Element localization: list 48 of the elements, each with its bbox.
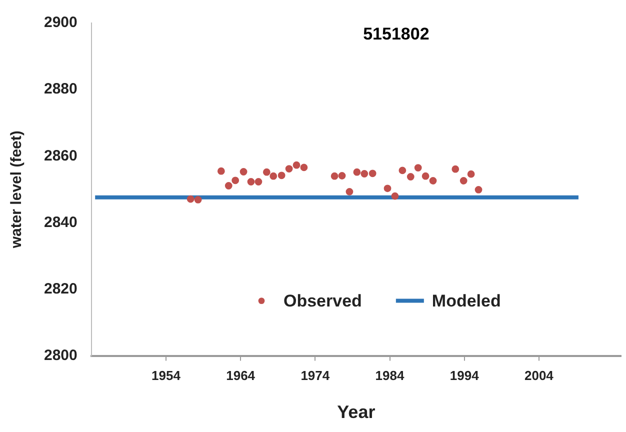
point: [467, 170, 475, 178]
y-tick-label: 2820: [44, 280, 78, 298]
point: [338, 172, 346, 180]
point: [240, 168, 248, 176]
x-tick-label: 1954: [152, 368, 182, 384]
point: [474, 186, 482, 194]
point: [224, 182, 232, 190]
legend-label: Modeled: [432, 291, 501, 310]
point: [414, 164, 422, 172]
point: [254, 178, 262, 186]
point: [194, 196, 202, 204]
x-tick-label: 1984: [375, 368, 405, 384]
x-tick-label: 1974: [300, 368, 330, 384]
x-tick-label: 2004: [524, 368, 554, 384]
point: [406, 173, 414, 180]
point: [217, 167, 225, 175]
point: [285, 165, 293, 172]
chart-title: 5151802: [363, 24, 430, 44]
x-axis-title: Year: [337, 402, 376, 422]
point: [353, 168, 361, 176]
y-axis-title: water level (feet): [8, 130, 26, 250]
point: [460, 177, 468, 184]
point: [247, 178, 255, 186]
point: [398, 166, 406, 174]
y-tick-label: 2880: [44, 80, 78, 98]
y-tick-label: 2860: [44, 147, 78, 164]
point: [278, 172, 286, 180]
point: [452, 165, 460, 173]
point: [330, 172, 338, 180]
point: [346, 188, 354, 196]
point: [429, 177, 437, 184]
point: [270, 172, 278, 180]
y-tick-label: 2800: [44, 346, 78, 364]
point: [384, 184, 392, 192]
point: [186, 195, 194, 203]
point: [368, 170, 376, 178]
legend-label: Observed: [284, 291, 362, 310]
x-tick-label: 1994: [450, 368, 480, 384]
point: [391, 192, 399, 200]
y-tick-label: 2900: [44, 14, 78, 32]
point: [292, 161, 300, 169]
point: [360, 170, 368, 178]
point: [422, 172, 430, 180]
point: [262, 168, 270, 176]
point: [232, 176, 240, 184]
point: [300, 164, 308, 172]
x-tick-label: 1964: [226, 368, 256, 384]
y-tick-label: 2840: [44, 214, 78, 231]
